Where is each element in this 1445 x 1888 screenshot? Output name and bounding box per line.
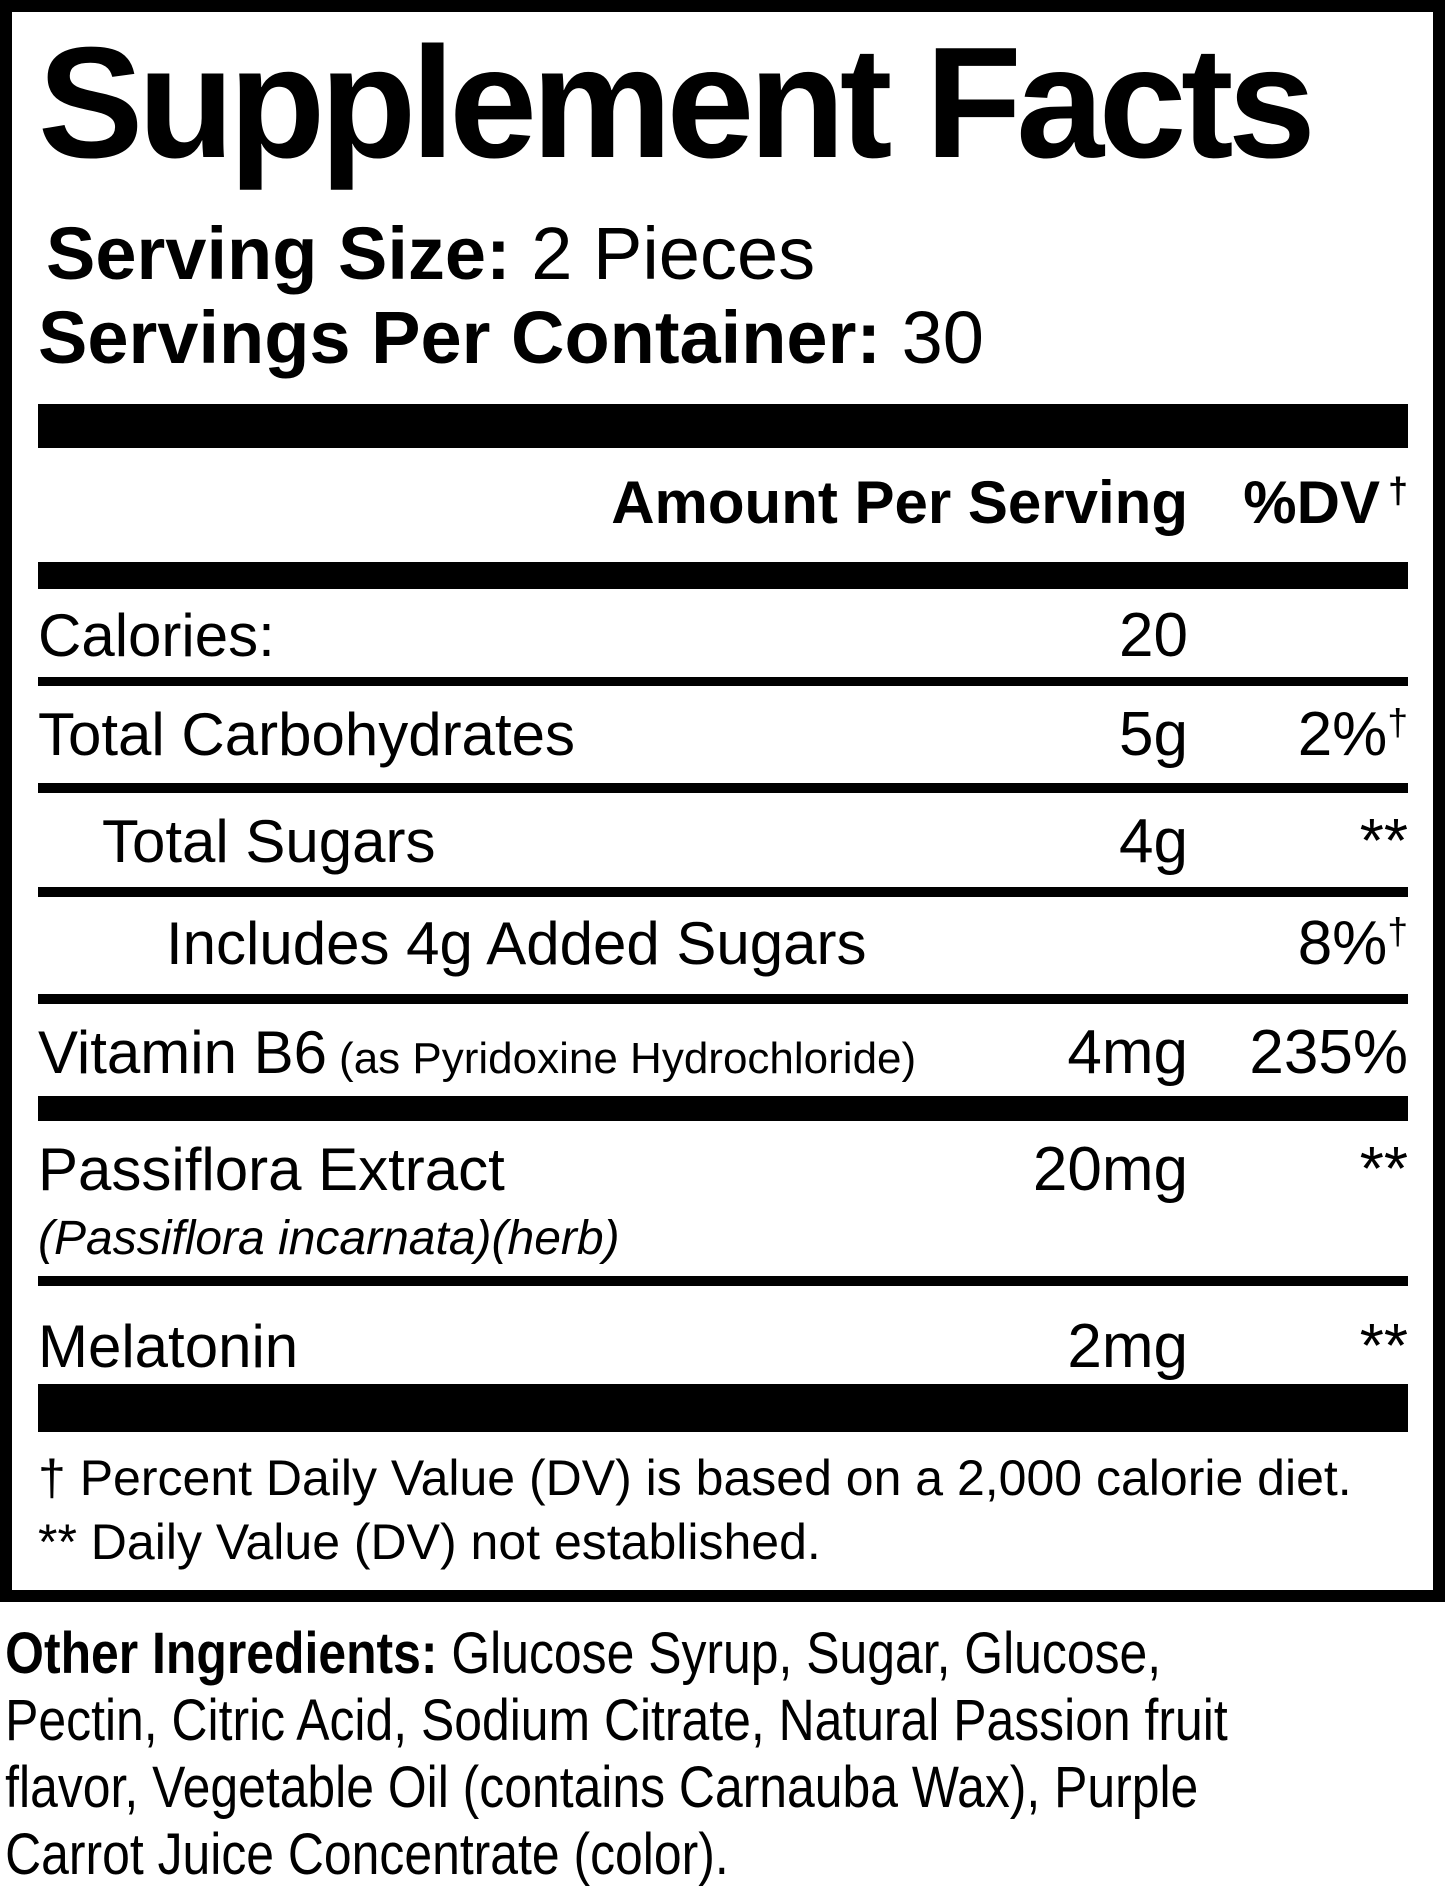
serving-size-value: 2 Pieces [510, 212, 816, 295]
nutrient-name: Calories: [38, 602, 275, 669]
panel-title: Supplement Facts [38, 15, 1316, 191]
nutrient-name: Total Carbohydrates [38, 701, 575, 768]
servings-per-container-label: Servings Per Container: [38, 296, 882, 379]
not-established-footnote: ** Daily Value (DV) not established. [38, 1513, 821, 1570]
nutrient-row-melatonin: Melatonin 2mg ** [38, 1286, 1408, 1384]
nutrient-name-main: Passiflora Extract [38, 1136, 505, 1203]
vitamin-b6-source-note: (as Pyridoxine Hydrochloride) [339, 1034, 917, 1083]
nutrient-name: Passiflora Extract (Passiflora incarnata)… [38, 1137, 958, 1266]
nutrient-dv-value: 8% [1297, 909, 1388, 978]
nutrient-name-main: Vitamin B6 [38, 1019, 328, 1086]
other-ingredients-line: Carrot Juice Concentrate (color). [5, 1821, 729, 1887]
nutrient-amount: 5g [1119, 700, 1188, 769]
nutrient-dv-value: 2% [1297, 700, 1388, 769]
dagger-superscript: † [1387, 700, 1408, 743]
nutrient-amount: 20 [1119, 601, 1188, 670]
passiflora-botanical-note: (Passiflora incarnata)(herb) [38, 1212, 620, 1265]
nutrient-row-calories: Calories: 20 [38, 589, 1408, 686]
nutrient-row-added-sugars: Includes 4g Added Sugars 8%† [38, 897, 1408, 1004]
nutrient-dv: 8%† [1188, 909, 1408, 984]
nutrient-name: Total Sugars [102, 808, 436, 875]
nutrient-name: Melatonin [38, 1312, 299, 1380]
nutrient-row-total-sugars: Total Sugars 4g ** [38, 793, 1408, 897]
nutrient-dv: ** [1359, 1311, 1408, 1381]
bottom-thick-divider-bar [38, 1383, 1408, 1432]
header-divider-bar [38, 562, 1408, 589]
dagger-superscript: † [1387, 909, 1408, 952]
nutrient-amount: 2mg [1067, 1311, 1188, 1381]
dagger-superscript: † [1387, 470, 1408, 512]
nutrient-amount: 4g [1119, 807, 1188, 876]
nutrient-dv: 235% [1249, 1018, 1408, 1087]
other-ingredients-line: Other Ingredients: Glucose Syrup, Sugar,… [5, 1620, 1445, 1687]
supplement-facts-panel: Supplement Facts Serving Size: 2 Pieces … [0, 0, 1445, 1602]
nutrient-dv: ** [1359, 807, 1408, 876]
other-ingredients-label: Other Ingredients: [5, 1620, 438, 1686]
other-ingredients-text: Glucose Syrup, Sugar, Glucose, [437, 1620, 1162, 1686]
nutrient-row-passiflora-extract: Passiflora Extract (Passiflora incarnata)… [38, 1121, 1408, 1286]
servings-per-container-line: Servings Per Container: 30 [38, 296, 1408, 380]
footnotes-section: † Percent Daily Value (DV) is based on a… [38, 1432, 1408, 1582]
nutrient-dv: ** [1359, 1135, 1408, 1204]
nutrient-name: Vitamin B6 (as Pyridoxine Hydrochloride) [38, 1020, 958, 1092]
percent-dv-header-text: %DV [1243, 469, 1380, 536]
nutrient-row-vitamin-b6: Vitamin B6 (as Pyridoxine Hydrochloride) … [38, 1004, 1408, 1096]
daily-value-footnote: † Percent Daily Value (DV) is based on a… [38, 1449, 1352, 1506]
nutrient-amount: 4mg [1067, 1018, 1188, 1087]
serving-size-label: Serving Size: [46, 212, 511, 295]
other-ingredients-line: flavor, Vegetable Oil (contains Carnauba… [5, 1754, 1199, 1820]
nutrient-dv: 2%† [1188, 700, 1408, 775]
nutrient-row-total-carbohydrates: Total Carbohydrates 5g 2%† [38, 686, 1408, 793]
nutrient-name: Includes 4g Added Sugars [166, 910, 867, 977]
amount-per-serving-header: Amount Per Serving [611, 469, 1188, 536]
vitamin-divider-bar [38, 1096, 1408, 1121]
nutrient-amount: 20mg [1032, 1135, 1188, 1204]
servings-per-container-value: 30 [881, 296, 984, 379]
top-thick-divider-bar [38, 404, 1408, 448]
serving-size-line: Serving Size: 2 Pieces [38, 212, 1408, 296]
percent-dv-header: %DV † [1188, 470, 1408, 544]
column-header-row: Amount Per Serving %DV † [38, 448, 1408, 562]
other-ingredients-line: Pectin, Citric Acid, Sodium Citrate, Nat… [5, 1687, 1228, 1753]
